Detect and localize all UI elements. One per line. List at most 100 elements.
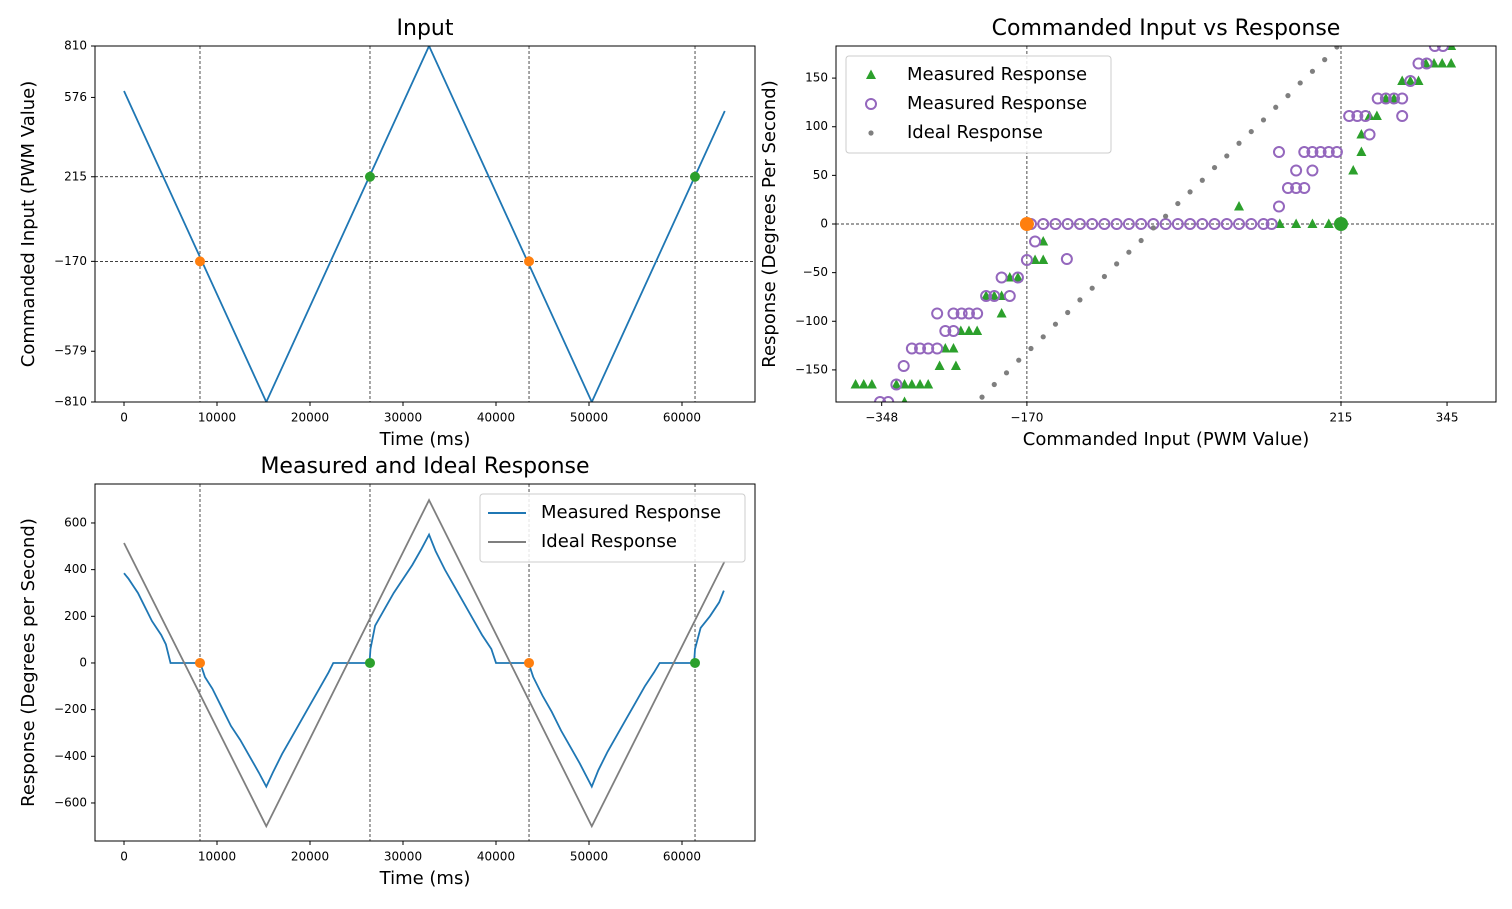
dot-marker [1052, 321, 1059, 327]
triangle-marker [972, 325, 983, 335]
circle-marker [1061, 218, 1074, 230]
circle-marker [1196, 218, 1209, 230]
y-tick-label: 200 [64, 609, 87, 623]
series-line [123, 532, 725, 789]
y-tick-label: −579 [54, 344, 87, 358]
circle-marker [1428, 46, 1441, 52]
dot-marker [1199, 177, 1205, 183]
y-tick-label: 810 [64, 39, 87, 53]
circle-marker [1037, 218, 1050, 230]
triangle-marker [1012, 271, 1023, 282]
circle-marker [1272, 200, 1285, 213]
dot-marker [1150, 225, 1156, 231]
circle-marker [1208, 218, 1221, 230]
circle-marker [1159, 218, 1172, 230]
circle-marker [988, 289, 1001, 302]
circle-marker [1029, 235, 1042, 248]
circle-marker [947, 307, 960, 320]
y-tick-label: −50 [803, 265, 828, 279]
circle-marker [1306, 164, 1319, 177]
x-tick-label: 50000 [570, 411, 608, 425]
highlight-point [194, 657, 205, 668]
y-tick-label: −100 [795, 314, 828, 328]
triangle-marker [1356, 146, 1367, 157]
dot-marker [1162, 213, 1169, 219]
y-tick-label: −170 [54, 254, 87, 268]
highlight-point [690, 171, 701, 182]
plot-area [95, 46, 755, 402]
circle-marker [931, 307, 944, 320]
dot-marker [1077, 297, 1083, 303]
triangle-marker [1446, 58, 1457, 68]
chart-title: Commanded Input vs Response [992, 16, 1341, 41]
highlight-point [194, 256, 205, 267]
circle-marker [865, 98, 877, 110]
circle-marker [1245, 218, 1258, 230]
circle-marker [1298, 146, 1311, 159]
circle-marker [1396, 110, 1409, 123]
dot-marker [1175, 200, 1181, 207]
y-tick-label: 400 [64, 562, 87, 576]
circle-marker [1343, 110, 1356, 123]
legend-box [845, 55, 1112, 154]
legend-label: Ideal Response [541, 531, 677, 552]
dot-marker [1236, 140, 1242, 146]
triangle-marker [915, 378, 926, 389]
plot-area [123, 484, 726, 841]
circle-marker [1290, 164, 1303, 177]
triangle-marker [858, 378, 869, 389]
circle-marker [905, 342, 918, 355]
legend: Measured Response Ideal Response [479, 493, 746, 563]
y-tick-label: 50 [813, 168, 828, 182]
circle-marker [1281, 182, 1294, 195]
triangle-marker [866, 69, 876, 79]
dot-marker [1138, 237, 1144, 244]
dot-marker [1285, 93, 1291, 99]
x-tick-label: 0 [120, 850, 128, 864]
circle-marker [1233, 218, 1246, 230]
circle-marker [1396, 92, 1409, 105]
triangle-marker [1405, 75, 1416, 86]
highlight-point [364, 171, 375, 182]
highlight-point [364, 657, 375, 668]
dot-marker [991, 381, 997, 388]
circle-marker [980, 289, 993, 302]
circle-marker [1290, 182, 1303, 195]
chart-title: Measured and Ideal Response [260, 454, 589, 479]
dot-marker [1273, 104, 1279, 110]
circle-marker [1412, 57, 1425, 70]
y-axis-label: Response (Degrees per Second) [18, 518, 39, 807]
triangle-marker [866, 378, 877, 389]
x-axis-label: Commanded Input (PWM Value) [1023, 429, 1309, 450]
circle-marker [939, 324, 952, 337]
dot-marker [1297, 80, 1303, 86]
triangle-marker [906, 378, 917, 389]
circle-marker [1098, 218, 1111, 230]
legend: Measured Response Measured Response Ideal … [845, 55, 1112, 154]
circle-marker [1049, 218, 1062, 230]
series-line [123, 46, 726, 402]
subplot: Measured and Ideal Response Time (ms) Resp… [18, 454, 756, 889]
dot-marker [1089, 285, 1095, 291]
circle-marker [1371, 92, 1384, 105]
dot-marker [1065, 309, 1071, 316]
legend-label: Measured Response [907, 64, 1087, 85]
dot-marker [1309, 68, 1316, 74]
plot-area [836, 46, 1496, 402]
circle-marker [1436, 46, 1449, 52]
x-tick-label: 40000 [477, 850, 515, 864]
triangle-marker [950, 360, 961, 371]
triangle-marker [934, 360, 945, 371]
triangle-marker [1307, 218, 1318, 228]
y-tick-label: −150 [795, 362, 828, 376]
x-axis-label: Time (ms) [379, 868, 471, 889]
dot-marker [1248, 128, 1254, 135]
circle-marker [1272, 146, 1285, 159]
triangle-marker [891, 378, 902, 389]
circle-marker [955, 307, 968, 320]
dot-marker [979, 394, 985, 400]
circle-marker [971, 307, 984, 320]
dot-marker [1016, 357, 1022, 363]
circle-marker [1110, 218, 1123, 230]
